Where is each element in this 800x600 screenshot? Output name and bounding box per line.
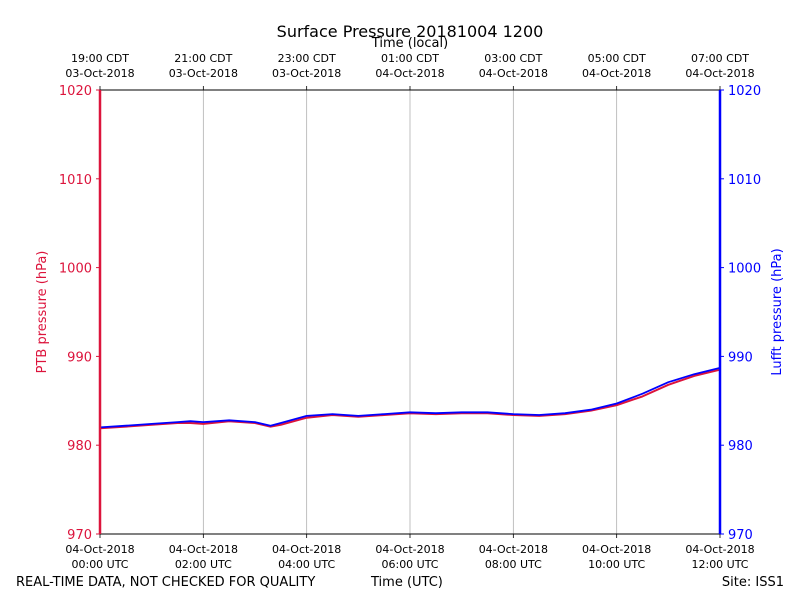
y-ticks: 970 970 980 980 990 990 1000 1000 1010 1010 1020 10… xyxy=(59,84,761,543)
bottom-tick-date: 04-Oct-2018 xyxy=(65,543,134,556)
top-axis-label: Time (local) xyxy=(371,36,448,51)
bottom-tick-time: 08:00 UTC xyxy=(485,558,542,571)
right-tick-label: 1010 xyxy=(728,173,761,188)
top-tick-time: 19:00 CDT xyxy=(71,52,129,65)
left-tick-label: 1000 xyxy=(59,262,92,277)
quality-notice: REAL-TIME DATA, NOT CHECKED FOR QUALITY xyxy=(16,575,316,590)
grid-lines xyxy=(202,90,618,534)
series-line-lufft xyxy=(99,367,721,429)
bottom-tick-date: 04-Oct-2018 xyxy=(375,543,444,556)
top-tick-time: 07:00 CDT xyxy=(691,52,749,65)
x-ticks: 04-Oct-2018 00:00 UTC 04-Oct-2018 02:00 UTC… xyxy=(65,52,754,571)
bottom-tick-date: 04-Oct-2018 xyxy=(582,543,651,556)
right-tick-label: 970 xyxy=(728,528,753,543)
bottom-tick-date: 04-Oct-2018 xyxy=(169,543,238,556)
top-tick-date: 03-Oct-2018 xyxy=(65,67,134,80)
right-axis-label: Lufft pressure (hPa) xyxy=(770,248,785,375)
top-tick-date: 04-Oct-2018 xyxy=(479,67,548,80)
bottom-tick-time: 04:00 UTC xyxy=(278,558,335,571)
bottom-tick-time: 06:00 UTC xyxy=(381,558,438,571)
left-tick-label: 990 xyxy=(67,350,92,365)
top-tick-time: 01:00 CDT xyxy=(381,52,439,65)
bottom-tick-time: 10:00 UTC xyxy=(588,558,645,571)
left-tick-label: 1010 xyxy=(59,173,92,188)
top-tick-time: 23:00 CDT xyxy=(278,52,336,65)
series-group xyxy=(99,367,721,430)
bottom-tick-time: 00:00 UTC xyxy=(71,558,128,571)
top-tick-time: 21:00 CDT xyxy=(174,52,232,65)
left-tick-label: 1020 xyxy=(59,84,92,99)
bottom-tick-date: 04-Oct-2018 xyxy=(479,543,548,556)
top-tick-date: 04-Oct-2018 xyxy=(685,67,754,80)
site-label: Site: ISS1 xyxy=(721,575,784,590)
top-tick-date: 03-Oct-2018 xyxy=(169,67,238,80)
top-tick-date: 04-Oct-2018 xyxy=(375,67,444,80)
bottom-axis-label: Time (UTC) xyxy=(371,575,443,590)
bottom-tick-time: 02:00 UTC xyxy=(175,558,232,571)
right-tick-label: 1000 xyxy=(728,262,761,277)
bottom-tick-time: 12:00 UTC xyxy=(691,558,748,571)
left-tick-label: 980 xyxy=(67,439,92,454)
bottom-tick-date: 04-Oct-2018 xyxy=(685,543,754,556)
top-tick-time: 03:00 CDT xyxy=(484,52,542,65)
right-tick-label: 990 xyxy=(728,350,753,365)
left-axis-label: PTB pressure (hPa) xyxy=(35,251,50,374)
chart-title: Surface Pressure 20181004 1200 xyxy=(277,22,544,41)
top-tick-time: 05:00 CDT xyxy=(588,52,646,65)
left-tick-label: 970 xyxy=(67,528,92,543)
bottom-tick-date: 04-Oct-2018 xyxy=(272,543,341,556)
right-tick-label: 1020 xyxy=(728,84,761,99)
top-tick-date: 04-Oct-2018 xyxy=(582,67,651,80)
right-tick-label: 980 xyxy=(728,439,753,454)
top-tick-date: 03-Oct-2018 xyxy=(272,67,341,80)
